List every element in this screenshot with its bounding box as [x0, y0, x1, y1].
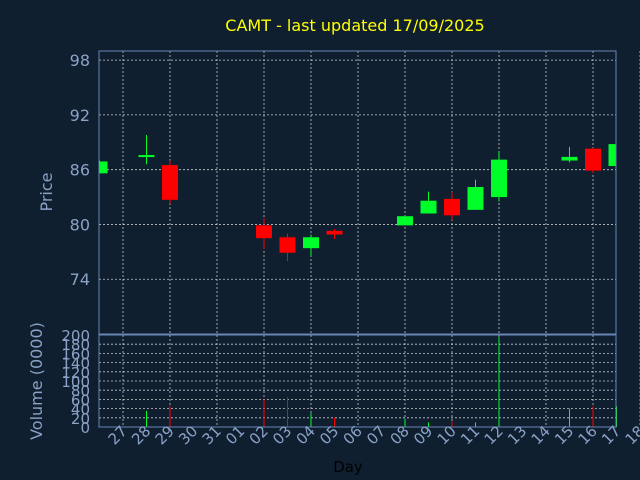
candle-body [138, 155, 155, 158]
chart-title: CAMT - last updated 17/09/2025 [225, 16, 484, 35]
x-tick-label: 02 [246, 422, 272, 448]
volume-y-tick-label: 40 [71, 401, 90, 419]
price-y-tick-labels: 74 80 86 92 98 [70, 51, 90, 289]
candle-body [162, 165, 178, 200]
candle-body [467, 187, 484, 210]
x-axis-label: Day [333, 458, 363, 476]
x-tick-label: 27 [105, 422, 131, 448]
volume-panel [98, 334, 640, 428]
x-tick-label: 08 [387, 422, 413, 448]
candle-body [256, 225, 272, 239]
x-tick-label: 13 [504, 422, 530, 448]
x-tick-label: 11 [457, 422, 483, 448]
volume-y-tick-label: 200 [61, 327, 90, 345]
price-y-axis-label: Price [37, 172, 56, 211]
candle-body [99, 161, 108, 174]
price-y-tick-label: 74 [70, 270, 90, 289]
x-tick-label: 05 [316, 422, 342, 448]
candle-body [561, 156, 578, 161]
x-tick-label: 03 [269, 422, 295, 448]
candle-body [585, 148, 601, 171]
x-tick-label: 16 [575, 422, 601, 448]
candle-body [279, 237, 296, 253]
candle-body [397, 216, 413, 226]
volume-y-tick-label: 160 [61, 345, 90, 363]
x-tick-label: 30 [175, 422, 201, 448]
price-y-tick-label: 80 [70, 215, 90, 234]
price-panel-frame [98, 50, 617, 335]
volume-y-tick-label: 120 [61, 364, 90, 382]
volume-y-tick-label: 100 [61, 373, 90, 391]
candle-body [444, 198, 460, 216]
x-tick-label: 06 [340, 422, 366, 448]
candle-body [608, 144, 616, 167]
volume-y-axis-label: Volume (0000) [27, 322, 46, 440]
volume-bars [146, 337, 617, 427]
x-tick-label: 18 [622, 422, 640, 448]
x-tick-labels: 2728293031010203040506070809101112131415… [105, 422, 640, 448]
candle-body [326, 230, 343, 235]
x-tick-label: 12 [481, 422, 507, 448]
volume-y-tick-label: 140 [61, 355, 90, 373]
x-tick-label: 14 [528, 422, 554, 448]
x-tick-label: 31 [199, 422, 225, 448]
volume-y-tick-label: 0 [80, 419, 90, 437]
x-tick-label: 01 [222, 422, 248, 448]
candle-body [491, 159, 507, 198]
x-tick-label: 15 [551, 422, 577, 448]
price-y-tick-label: 86 [70, 161, 90, 180]
price-y-tick-label: 98 [70, 51, 90, 70]
price-y-tick-label: 92 [70, 106, 90, 125]
price-panel [98, 50, 640, 335]
candle-body [303, 237, 319, 249]
x-tick-label: 09 [410, 422, 436, 448]
x-tick-label: 07 [363, 422, 389, 448]
price-grid [99, 51, 640, 334]
x-tick-label: 17 [598, 422, 624, 448]
x-tick-label: 10 [434, 422, 460, 448]
volume-y-tick-label: 80 [71, 382, 90, 400]
price-candles [99, 134, 616, 261]
x-tick-label: 28 [128, 422, 154, 448]
volume-panel-frame [98, 334, 617, 428]
x-tick-label: 29 [152, 422, 178, 448]
volume-grid [99, 334, 640, 428]
volume-y-tick-label: 60 [71, 391, 90, 409]
volume-y-tick-label: 180 [61, 336, 90, 354]
candle-body [420, 200, 437, 214]
volume-y-tick-label: 20 [71, 410, 90, 428]
x-tick-label: 04 [293, 422, 319, 448]
